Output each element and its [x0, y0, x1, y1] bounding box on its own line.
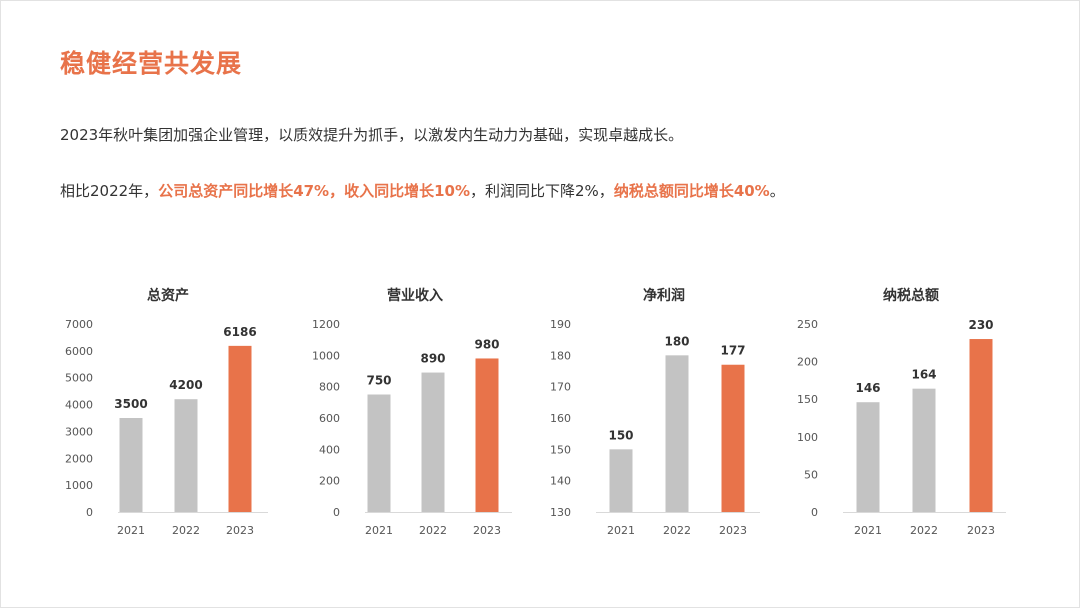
y-tick-label: 50 [804, 468, 818, 481]
bar [665, 355, 689, 512]
intro-text: 2023年秋叶集团加强企业管理，以质效提升为抓手，以激发内生动力为基础，实现卓越… [60, 126, 684, 144]
bar [475, 358, 499, 512]
data-label: 146 [855, 381, 880, 395]
data-label: 750 [366, 374, 391, 388]
y-tick-label: 400 [319, 443, 340, 456]
x-tick-label: 2022 [663, 524, 691, 537]
data-label: 177 [720, 344, 745, 358]
data-label: 164 [911, 368, 936, 382]
bar [721, 364, 745, 512]
y-tick-label: 100 [797, 431, 818, 444]
x-tick-label: 2022 [419, 524, 447, 537]
bar [119, 418, 143, 512]
chart-title: 纳税总额 [883, 287, 939, 304]
x-tick-label: 2022 [172, 524, 200, 537]
x-tick-label: 2021 [854, 524, 882, 537]
chart-title: 总资产 [147, 287, 189, 304]
bar [856, 402, 880, 512]
bar [174, 399, 198, 512]
x-tick-label: 2021 [607, 524, 635, 537]
y-tick-label: 3000 [65, 425, 93, 438]
y-tick-label: 4000 [65, 399, 93, 412]
data-label: 6186 [223, 325, 256, 339]
y-tick-label: 170 [550, 381, 571, 394]
y-tick-label: 7000 [65, 318, 93, 331]
data-label: 180 [664, 334, 689, 348]
summary-highlight-growth: 公司总资产同比增长47%，收入同比增长10% [158, 182, 470, 200]
data-label: 890 [420, 352, 445, 366]
y-tick-label: 1200 [312, 318, 340, 331]
y-tick-label: 200 [319, 475, 340, 488]
x-tick-label: 2023 [226, 524, 254, 537]
data-label: 980 [474, 337, 499, 351]
y-tick-label: 150 [797, 393, 818, 406]
y-tick-label: 140 [550, 475, 571, 488]
y-tick-label: 600 [319, 412, 340, 425]
y-tick-label: 180 [550, 349, 571, 362]
y-tick-label: 0 [333, 506, 340, 519]
bar [421, 372, 445, 512]
x-tick-label: 2021 [365, 524, 393, 537]
slide-title: 稳健经营共发展 [60, 49, 243, 78]
summary-suffix: 。 [769, 182, 785, 200]
bar [609, 449, 633, 512]
summary-highlight-tax: 纳税总额同比增长40% [613, 182, 770, 200]
chart-title: 净利润 [643, 287, 685, 304]
x-tick-label: 2023 [473, 524, 501, 537]
y-tick-label: 250 [797, 318, 818, 331]
y-tick-label: 6000 [65, 345, 93, 358]
x-tick-label: 2021 [117, 524, 145, 537]
y-tick-label: 190 [550, 318, 571, 331]
summary-prefix: 相比2022年， [60, 182, 159, 200]
data-label: 4200 [169, 378, 202, 392]
x-tick-label: 2023 [967, 524, 995, 537]
bar [969, 339, 993, 512]
x-tick-label: 2022 [910, 524, 938, 537]
summary-text: 相比2022年，公司总资产同比增长47%，收入同比增长10%，利润同比下降2%，… [60, 180, 785, 201]
y-tick-label: 200 [797, 356, 818, 369]
y-tick-label: 1000 [65, 479, 93, 492]
data-label: 230 [968, 318, 993, 332]
y-tick-label: 130 [550, 506, 571, 519]
y-tick-label: 160 [550, 412, 571, 425]
chart-title: 营业收入 [387, 287, 443, 304]
y-tick-label: 0 [811, 506, 818, 519]
y-tick-label: 1000 [312, 349, 340, 362]
data-label: 3500 [114, 397, 147, 411]
x-tick-label: 2023 [719, 524, 747, 537]
y-tick-label: 0 [86, 506, 93, 519]
y-tick-label: 800 [319, 381, 340, 394]
data-label: 150 [608, 428, 633, 442]
y-tick-label: 2000 [65, 452, 93, 465]
y-tick-label: 5000 [65, 372, 93, 385]
bar [367, 394, 391, 512]
y-tick-label: 150 [550, 443, 571, 456]
bar [912, 388, 936, 512]
bar [228, 345, 252, 512]
summary-middle: ，利润同比下降2%， [470, 182, 614, 200]
